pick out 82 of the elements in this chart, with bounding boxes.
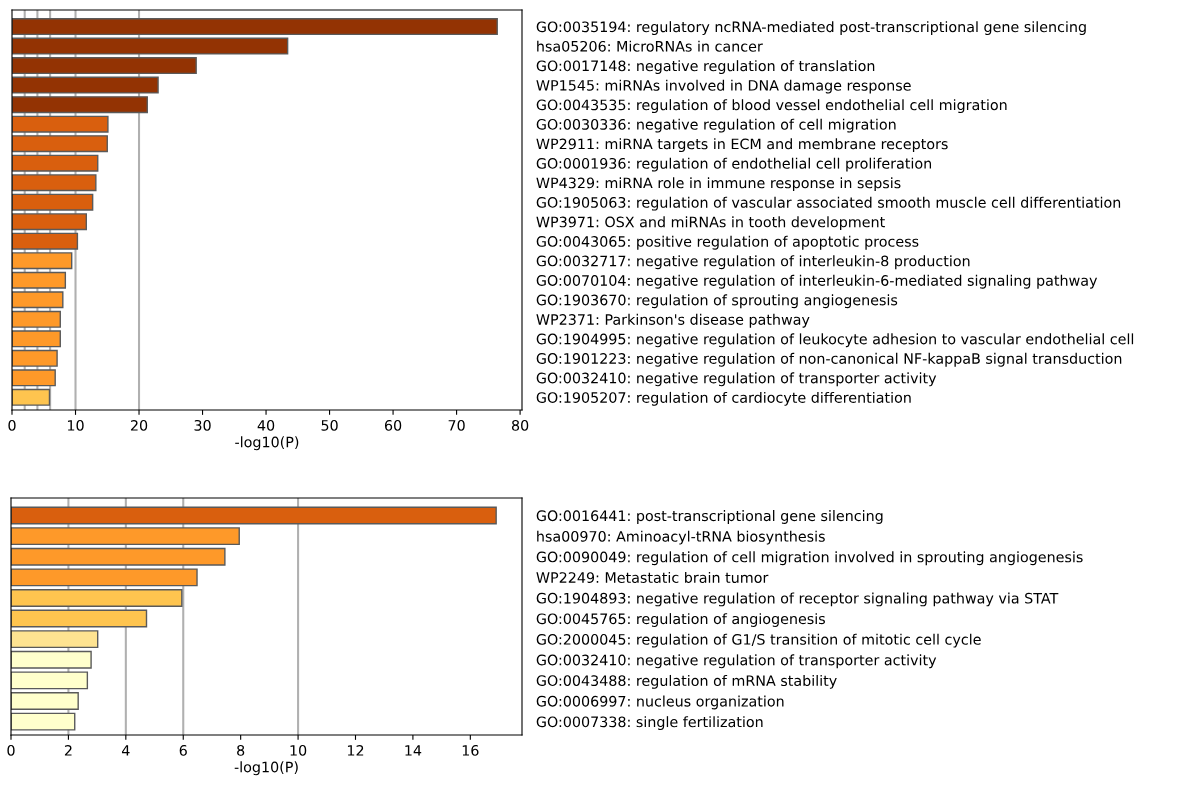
- y-tick-label: GO:1905063: regulation of vascular associated smooth muscle cell differentiation: [536, 196, 1121, 211]
- bar: [12, 154, 99, 172]
- y-tick-label: GO:0043488: regulation of mRNA stability: [536, 674, 837, 689]
- x-tick-label: 2: [64, 744, 72, 756]
- y-tick-label: GO:1901223: negative regulation of non-canonical NF-kappaB signal transduction: [536, 352, 1122, 367]
- bar: [12, 252, 73, 270]
- bar: [11, 630, 99, 649]
- bar: [12, 96, 148, 114]
- y-tick-label: WP2911: miRNA targets in ECM and membrane receptors: [536, 138, 948, 153]
- y-tick-label: GO:1905207: regulation of cardiocyte differentiation: [536, 391, 911, 406]
- y-tick-label: GO:0016441: post-transcriptional gene silencing: [536, 510, 883, 524]
- x-axis-title: -log10(P): [235, 436, 299, 451]
- bar: [12, 193, 94, 211]
- bar: [11, 527, 240, 546]
- bar: [12, 18, 498, 36]
- y-tick-label: GO:0035194: regulatory ncRNA-mediated post-transcriptional gene silencing: [536, 21, 1086, 35]
- bar: [12, 291, 64, 309]
- x-tick-label: 16: [462, 744, 479, 756]
- y-tick-label: GO:0032410: negative regulation of transporter activity: [536, 654, 937, 669]
- x-tick-label: 30: [194, 419, 211, 431]
- x-tick-label: 8: [237, 744, 245, 756]
- y-tick-label: GO:1904893: negative regulation of receptor signaling pathway via STAT: [536, 592, 1059, 607]
- bar: [12, 115, 109, 133]
- y-tick-label: GO:1903670: regulation of sprouting angiogenesis: [536, 294, 898, 309]
- x-tick-label: 10: [67, 419, 84, 431]
- y-tick-label: GO:0007338: single fertilization: [536, 716, 763, 731]
- bar: [12, 369, 56, 387]
- y-tick-label: WP1545: miRNAs involved in DNA damage response: [536, 79, 911, 94]
- x-tick-label: 70: [448, 419, 465, 431]
- y-tick-label: WP4329: miRNA role in immune response in sepsis: [536, 177, 901, 192]
- bar: [12, 310, 61, 328]
- x-axis-title: -log10(P): [234, 761, 298, 776]
- bar: [11, 609, 148, 628]
- x-tick-label: 20: [130, 419, 148, 431]
- y-tick-label: GO:0006997: nucleus organization: [536, 695, 784, 710]
- bar: [11, 692, 79, 710]
- y-tick-label: GO:0043065: positive regulation of apoptotic process: [536, 235, 919, 250]
- bar: [12, 232, 79, 250]
- bar: [11, 547, 226, 566]
- y-tick-label: GO:0043535: regulation of blood vessel endothelial cell migration: [536, 99, 1007, 114]
- x-tick-label: 6: [179, 744, 187, 756]
- y-tick-label: GO:0030336: negative regulation of cell migration: [536, 118, 896, 133]
- bar: [12, 57, 197, 75]
- bar: [12, 76, 159, 94]
- y-tick-label: hsa00970: Aminoacyl-tRNA biosynthesis: [537, 530, 825, 545]
- x-tick-label: 40: [257, 419, 275, 431]
- x-tick-label: 10: [290, 744, 307, 756]
- bar: [12, 271, 67, 289]
- bar: [12, 330, 61, 348]
- y-tick-label: GO:0070104: negative regulation of interleukin-6-mediated signaling pathway: [536, 274, 1098, 289]
- y-tick-label: GO:0045765: regulation of angiogenesis: [536, 613, 825, 627]
- y-tick-label: GO:0001936: regulation of endothelial cell proliferation: [536, 157, 932, 172]
- bar: [12, 135, 108, 153]
- x-tick-label: 4: [121, 745, 130, 756]
- y-tick-label: hsa05206: MicroRNAs in cancer: [537, 40, 763, 52]
- y-tick-label: GO:0032717: negative regulation of interleukin-8 production: [536, 255, 970, 270]
- bar: [11, 712, 76, 731]
- y-tick-label: GO:0032410: negative regulation of transporter activity: [536, 372, 937, 387]
- bar: [11, 671, 89, 690]
- y-tick-label: WP2371: Parkinson's disease pathway: [536, 313, 810, 328]
- y-tick-label: GO:2000045: regulation of G1/S transition of mitotic cell cycle: [536, 633, 981, 648]
- bar: [12, 349, 58, 367]
- bar: [11, 589, 183, 607]
- bar: [11, 650, 92, 669]
- bar: [12, 388, 51, 406]
- y-tick-label: GO:0090049: regulation of cell migration involved in sprouting angiogenesis: [536, 551, 1083, 566]
- y-tick-label: GO:1904995: negative regulation of leukocyte adhesion to vascular endothelial cell: [536, 333, 1134, 348]
- y-tick-label: WP2249: Metastatic brain tumor: [536, 571, 769, 583]
- y-tick-label: WP3971: OSX and miRNAs in tooth development: [536, 216, 885, 231]
- x-tick-label: 12: [347, 744, 364, 756]
- x-tick-label: 0: [8, 419, 16, 431]
- bar: [12, 174, 97, 192]
- bar: [12, 37, 289, 55]
- y-tick-label: GO:0017148: negative regulation of translation: [536, 60, 875, 75]
- x-tick-label: 80: [511, 419, 529, 431]
- bar: [11, 568, 198, 587]
- x-tick-label: 50: [321, 419, 338, 431]
- x-tick-label: 60: [384, 419, 402, 431]
- bar: [11, 506, 497, 525]
- x-tick-label: 0: [7, 744, 15, 756]
- bar: [12, 213, 88, 231]
- x-tick-label: 14: [405, 745, 422, 756]
